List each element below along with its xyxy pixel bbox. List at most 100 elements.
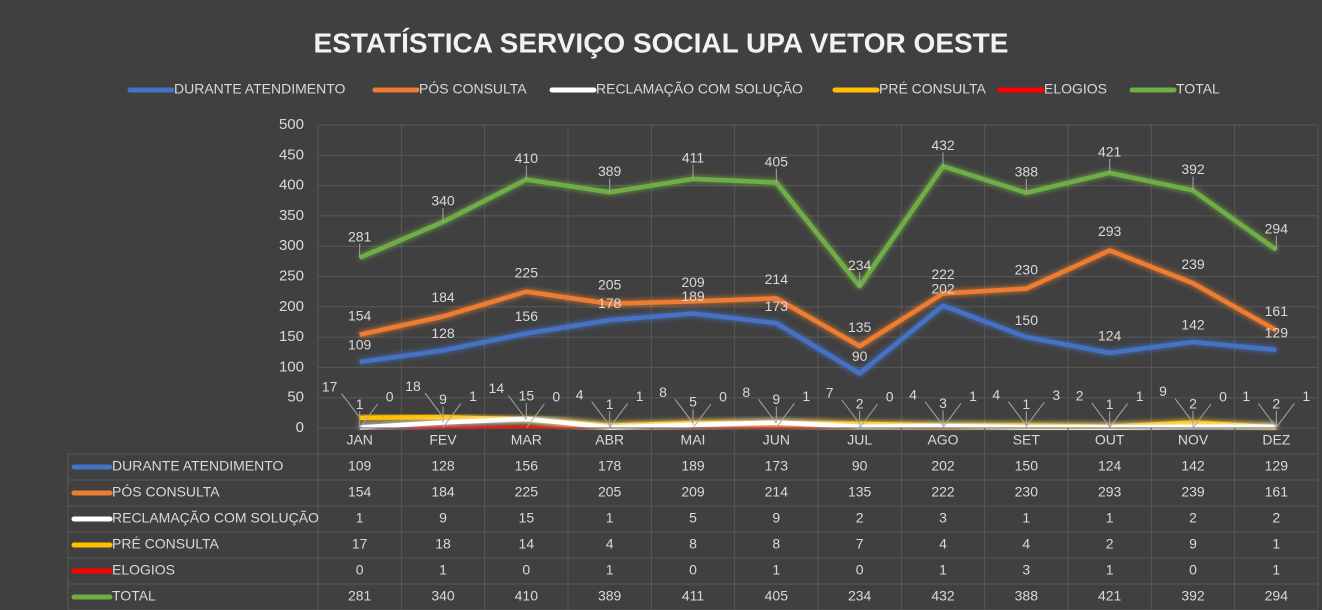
data-label: 214 <box>765 271 789 287</box>
table-cell: 1 <box>772 562 780 578</box>
y-tick-label: 150 <box>279 328 304 345</box>
leader-line <box>924 401 944 426</box>
table-cell: 340 <box>431 588 455 604</box>
table-cell: 0 <box>1189 562 1197 578</box>
table-cell: 161 <box>1265 484 1289 500</box>
table-cell: 109 <box>348 458 372 474</box>
table-cell: 0 <box>522 562 530 578</box>
leader-line <box>859 403 879 429</box>
x-tick-label: JUL <box>847 432 872 448</box>
table-cell: 1 <box>1106 562 1114 578</box>
x-tick-label: NOV <box>1178 432 1209 448</box>
x-tick-label: MAI <box>681 432 706 448</box>
data-label: 124 <box>1098 328 1122 344</box>
data-label: 184 <box>431 289 455 305</box>
series-line <box>359 248 1278 349</box>
data-label: 4 <box>576 386 584 402</box>
series-line <box>358 163 1278 289</box>
table-cell: 392 <box>1181 588 1205 604</box>
table-cell: 173 <box>765 458 789 474</box>
data-label: 109 <box>348 337 372 353</box>
data-label: 234 <box>848 257 872 273</box>
table-cell: 15 <box>519 510 535 526</box>
data-label: 17 <box>322 378 338 394</box>
data-label: 340 <box>431 193 455 209</box>
table-cell: 389 <box>598 588 622 604</box>
table-cell: 1 <box>356 510 364 526</box>
table-cell: 9 <box>439 510 447 526</box>
data-label: 5 <box>689 394 697 410</box>
table-cell: 3 <box>939 510 947 526</box>
y-tick-label: 200 <box>279 298 304 315</box>
data-label: 405 <box>765 153 789 169</box>
leader-line <box>674 398 694 424</box>
y-tick-label: 350 <box>279 207 304 224</box>
data-label: 1 <box>356 396 364 412</box>
table-cell: 124 <box>1098 458 1122 474</box>
data-label: 392 <box>1181 161 1205 177</box>
table-cell: 135 <box>848 484 872 500</box>
table-cell: 154 <box>348 484 372 500</box>
leader-line <box>1174 398 1194 423</box>
data-label: 18 <box>405 378 421 394</box>
x-tick-label: JUN <box>763 432 790 448</box>
table-cell: 4 <box>606 536 614 552</box>
leader-line <box>525 403 545 429</box>
table-cell: 90 <box>852 458 868 474</box>
leader-line <box>1257 403 1277 428</box>
table-cell: 128 <box>431 458 455 474</box>
x-tick-label: SET <box>1013 432 1041 448</box>
data-label: 90 <box>852 348 868 364</box>
legend-label: ELOGIOS <box>1044 81 1107 97</box>
data-label: 209 <box>681 274 705 290</box>
table-cell: 7 <box>856 536 864 552</box>
series-line <box>359 303 1277 376</box>
table-cell: 293 <box>1098 484 1122 500</box>
table-cell: 2 <box>856 510 864 526</box>
y-tick-label: 300 <box>279 237 304 254</box>
leader-line <box>1109 403 1129 428</box>
data-label: 421 <box>1098 144 1122 160</box>
table-cell: 234 <box>848 588 872 604</box>
data-label: 1 <box>1242 388 1250 404</box>
table-row-label: PRÉ CONSULTA <box>112 536 219 552</box>
data-label: 1 <box>606 396 614 412</box>
data-label: 4 <box>992 386 1000 402</box>
data-label: 1 <box>1022 396 1030 412</box>
leader-line <box>841 399 861 425</box>
leader-line <box>757 398 777 424</box>
data-label: 0 <box>552 389 560 405</box>
legend-label: PRÉ CONSULTA <box>879 81 986 97</box>
table-cell: 388 <box>1015 588 1039 604</box>
table-cell: 0 <box>856 562 864 578</box>
series-line <box>359 416 1277 430</box>
data-label: 294 <box>1265 221 1289 237</box>
table-cell: 1 <box>939 562 947 578</box>
data-label: 129 <box>1265 325 1289 341</box>
table-cell: 239 <box>1181 484 1205 500</box>
leader-line <box>775 403 795 428</box>
table-cell: 1 <box>606 562 614 578</box>
data-label: 9 <box>439 391 447 407</box>
data-label: 8 <box>742 384 750 400</box>
x-tick-label: DEZ <box>1262 432 1290 448</box>
data-label: 1 <box>802 388 810 404</box>
leader-line <box>442 403 462 428</box>
table-cell: 1 <box>439 562 447 578</box>
data-label: 225 <box>515 264 539 280</box>
data-label: 1 <box>1106 396 1114 412</box>
table-cell: 3 <box>1022 562 1030 578</box>
table-cell: 9 <box>1189 536 1197 552</box>
data-label: 3 <box>1052 387 1060 403</box>
data-label: 202 <box>931 280 955 296</box>
y-tick-label: 250 <box>279 267 304 284</box>
leader-line <box>424 392 444 418</box>
data-label: 293 <box>1098 223 1122 239</box>
table-cell: 2 <box>1106 536 1114 552</box>
table-cell: 225 <box>515 484 539 500</box>
table-cell: 202 <box>931 458 955 474</box>
table-cell: 150 <box>1015 458 1039 474</box>
data-label: 389 <box>598 163 622 179</box>
table-cell: 189 <box>681 458 705 474</box>
